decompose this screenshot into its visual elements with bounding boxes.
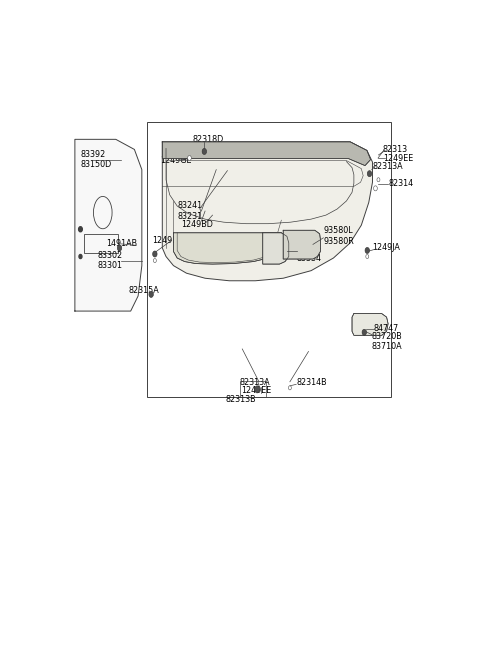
Text: 1249BD: 1249BD xyxy=(181,220,213,229)
Text: 82313B: 82313B xyxy=(226,395,256,404)
Polygon shape xyxy=(75,139,142,311)
Circle shape xyxy=(362,329,367,335)
Circle shape xyxy=(117,245,122,251)
Text: 83344
83334: 83344 83334 xyxy=(297,243,322,263)
Polygon shape xyxy=(162,142,371,165)
Text: 82313A: 82313A xyxy=(372,162,403,171)
Text: 1249LB: 1249LB xyxy=(152,236,182,245)
Text: 1491AB: 1491AB xyxy=(107,239,138,249)
Text: 1249GE: 1249GE xyxy=(160,156,192,165)
Text: 83241
83231: 83241 83231 xyxy=(177,201,202,221)
Text: 93580L
93580R: 93580L 93580R xyxy=(324,226,354,246)
Circle shape xyxy=(153,251,157,257)
Text: 82313A: 82313A xyxy=(240,379,270,387)
Circle shape xyxy=(365,247,370,253)
Circle shape xyxy=(79,227,83,232)
Text: 1249JA: 1249JA xyxy=(372,243,400,253)
Circle shape xyxy=(366,255,369,258)
Text: 83720B
83710A: 83720B 83710A xyxy=(372,331,403,351)
Polygon shape xyxy=(263,233,289,264)
Circle shape xyxy=(79,255,82,258)
Text: 84747: 84747 xyxy=(373,324,398,333)
Text: 1249EE: 1249EE xyxy=(383,154,413,163)
Text: 82318D: 82318D xyxy=(192,135,223,144)
Circle shape xyxy=(154,258,156,262)
Text: 82314: 82314 xyxy=(388,179,413,188)
Text: 83302
83301: 83302 83301 xyxy=(97,251,122,270)
Text: 82314B: 82314B xyxy=(296,379,327,387)
Text: 82313: 82313 xyxy=(383,145,408,154)
Circle shape xyxy=(188,155,192,161)
Polygon shape xyxy=(162,142,372,281)
Circle shape xyxy=(254,386,260,393)
Polygon shape xyxy=(173,233,281,264)
Polygon shape xyxy=(352,314,388,335)
Circle shape xyxy=(202,148,206,154)
Polygon shape xyxy=(283,230,321,259)
Circle shape xyxy=(367,171,372,176)
Circle shape xyxy=(373,186,377,191)
Circle shape xyxy=(149,291,154,297)
Text: 82315A: 82315A xyxy=(129,287,159,295)
Text: 83392
83150D: 83392 83150D xyxy=(81,150,112,169)
Text: 1249EE: 1249EE xyxy=(241,386,271,395)
Circle shape xyxy=(377,178,380,182)
Circle shape xyxy=(288,386,291,390)
